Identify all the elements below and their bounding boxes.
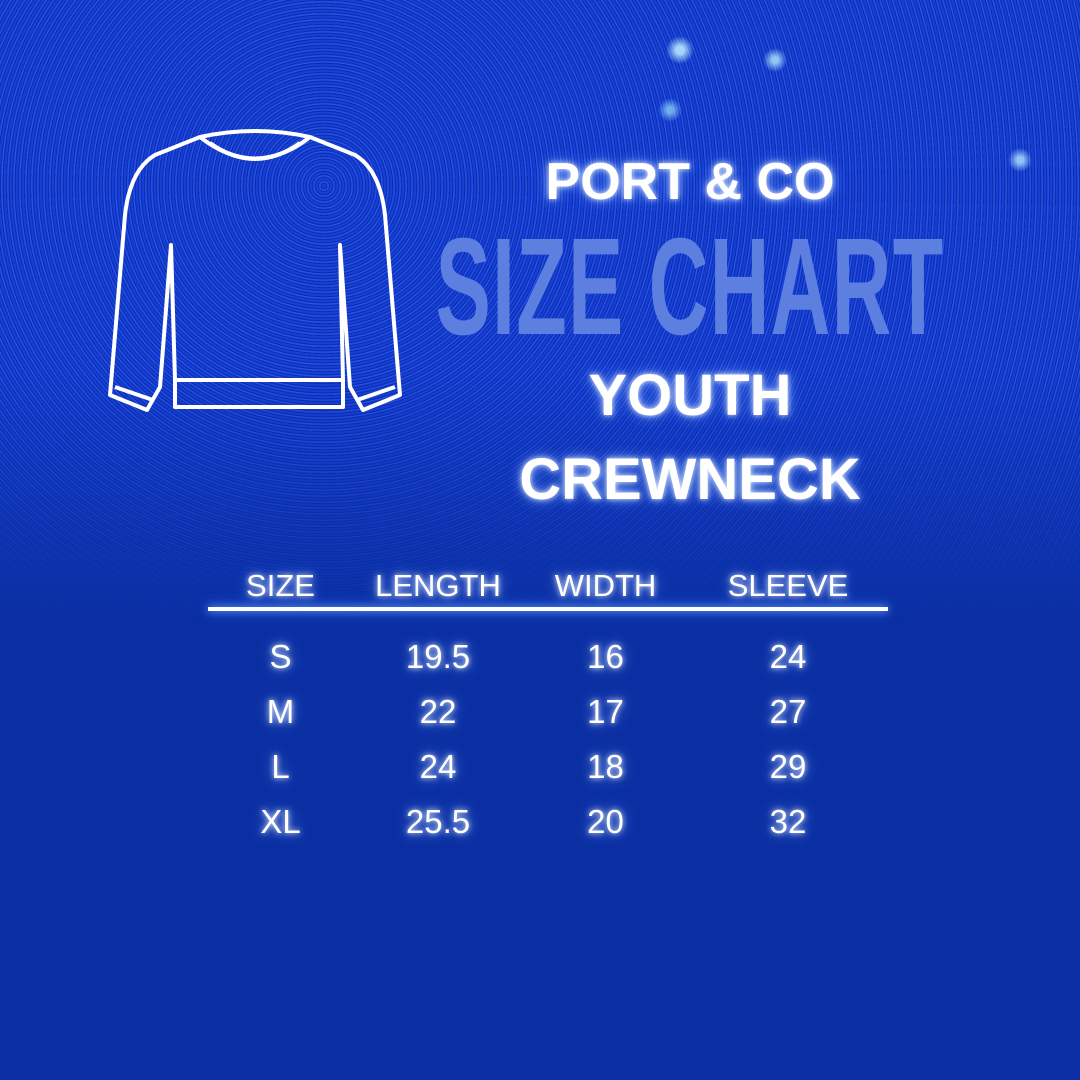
table-cell: 16: [587, 638, 624, 675]
table-header: SIZE LENGTH WIDTH SLEEVE: [208, 565, 888, 607]
table-cell: 24: [769, 638, 807, 675]
table-cell: 20: [587, 803, 624, 840]
table-row: XL 25.5 20 32: [208, 794, 888, 849]
page-title: SIZE CHART: [435, 210, 945, 364]
table-row: M 22 17 27: [208, 684, 888, 739]
column-header: WIDTH: [554, 568, 657, 603]
subtitle-crewneck: CREWNECK: [519, 447, 861, 512]
header-divider: [208, 607, 888, 611]
table-cell: 18: [587, 748, 624, 785]
column-header: SLEEVE: [727, 568, 849, 603]
table-cell: 22: [419, 693, 457, 730]
crewneck-sweatshirt-icon: [108, 129, 402, 412]
subtitle-youth: YOUTH: [588, 363, 792, 428]
table-cell: 32: [769, 803, 807, 840]
table-row: S 19.5 16 24: [208, 629, 888, 684]
table-cell: 29: [769, 748, 807, 785]
table-cell: 27: [769, 693, 807, 730]
size-table: SIZE LENGTH WIDTH SLEEVE S 19.5 16 24 M …: [208, 565, 888, 849]
glitter-background: [0, 0, 1080, 620]
table-cell: 17: [587, 693, 624, 730]
table-cell: 19.5: [405, 638, 471, 675]
table-cell: S: [269, 638, 292, 675]
table-cell: L: [271, 748, 290, 785]
column-header: SIZE: [246, 568, 315, 603]
brand-title: PORT & CO: [545, 153, 835, 211]
table-cell: 24: [419, 748, 457, 785]
table-cell: M: [266, 693, 295, 730]
table-cell: 25.5: [405, 803, 471, 840]
table-cell: XL: [260, 803, 301, 840]
table-row: L 24 18 29: [208, 739, 888, 794]
column-header: LENGTH: [375, 568, 501, 603]
